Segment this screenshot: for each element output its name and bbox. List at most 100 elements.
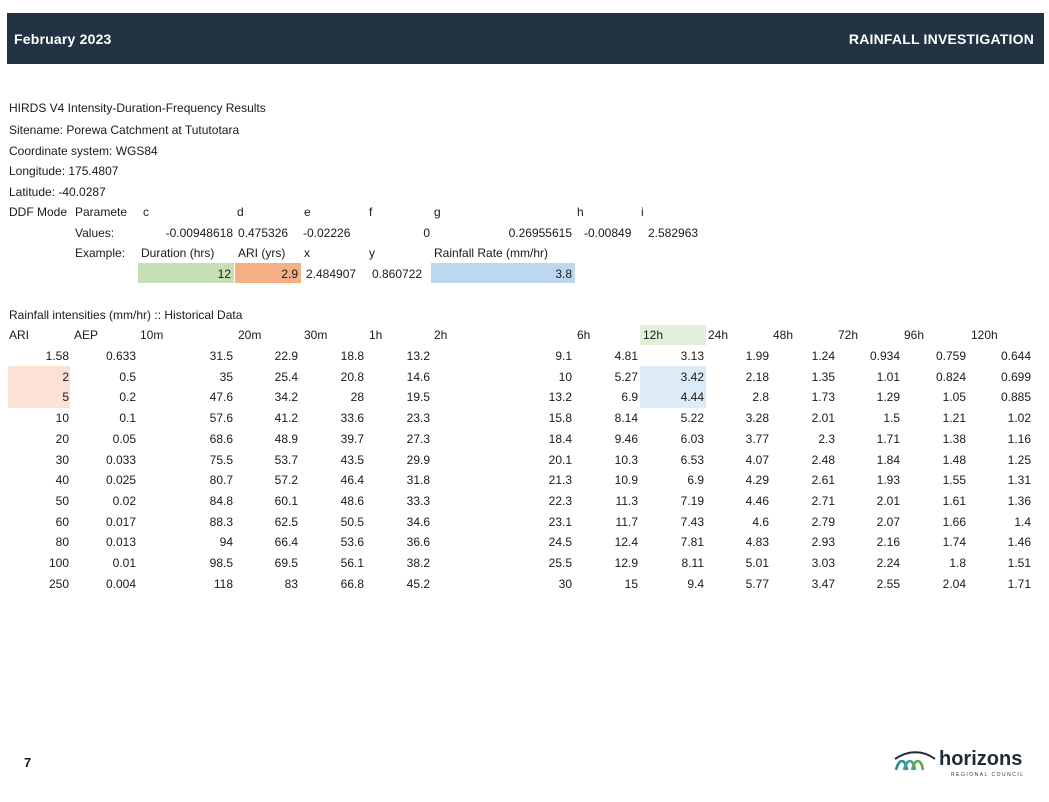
table-cell: 2.01 [811, 411, 835, 425]
ddf-param-e: e [304, 205, 311, 219]
table-cell: 1.58 [45, 349, 69, 363]
table-cell: 23.1 [548, 515, 572, 529]
table-cell: 41.2 [274, 411, 298, 425]
table-cell: 1.99 [745, 349, 769, 363]
table-cell: 3.47 [811, 577, 835, 591]
table-cell: 3.28 [745, 411, 769, 425]
table-cell: 66.4 [274, 535, 298, 549]
table-cell: 60 [55, 515, 69, 529]
table-cell: 29.9 [406, 453, 430, 467]
table-cell: 3.13 [680, 349, 704, 363]
table-cell: 6.9 [687, 473, 704, 487]
table-cell: 0.759 [935, 349, 966, 363]
table-cell: 3.03 [811, 556, 835, 570]
table-cell: 2.18 [745, 370, 769, 384]
table-cell: 1.05 [942, 390, 966, 404]
horizons-waves-logo-icon [894, 751, 936, 771]
info-latitude: Latitude: -40.0287 [9, 185, 106, 199]
table-cell: 1.61 [942, 494, 966, 508]
table-cell: 46.4 [340, 473, 364, 487]
ddf-value-g: 0.26955615 [508, 226, 572, 240]
table-cell: 53.6 [340, 535, 364, 549]
ddf-param-h: h [577, 205, 584, 219]
page-number: 7 [24, 755, 32, 770]
table-cell: 0.5 [119, 370, 136, 384]
table-cell: 39.7 [340, 432, 364, 446]
table-cell: 84.8 [209, 494, 233, 508]
column-header-aep: AEP [74, 328, 99, 342]
table-cell: 1.24 [811, 349, 835, 363]
table-cell: 0.824 [935, 370, 966, 384]
table-cell: 80 [55, 535, 69, 549]
table-cell: 22.3 [548, 494, 572, 508]
example-header-ari: ARI (yrs) [238, 246, 286, 260]
table-cell: 4.44 [680, 390, 704, 404]
table-cell: 0.2 [119, 390, 136, 404]
table-cell: 2.01 [876, 494, 900, 508]
example-x-value: 2.484907 [306, 267, 357, 281]
example-y-value: 0.860722 [372, 267, 423, 281]
example-header-y: y [369, 246, 375, 260]
table-cell: 12.9 [614, 556, 638, 570]
ddf-param-i: i [641, 205, 644, 219]
table-cell: 0.699 [1000, 370, 1031, 384]
ddf-value-c: -0.00948618 [165, 226, 233, 240]
table-cell: 2.3 [818, 432, 835, 446]
table-cell: 0.633 [105, 349, 136, 363]
table-cell: 50 [55, 494, 69, 508]
table-cell: 1.51 [1007, 556, 1031, 570]
table-cell: 69.5 [274, 556, 298, 570]
ari-highlight [8, 366, 70, 408]
column-header-30m: 30m [304, 328, 328, 342]
table-cell: 24.5 [548, 535, 572, 549]
table-cell: 2.04 [942, 577, 966, 591]
table-cell: 0.013 [105, 535, 136, 549]
table-cell: 23.3 [406, 411, 430, 425]
table-cell: 4.07 [745, 453, 769, 467]
table-cell: 13.2 [548, 390, 572, 404]
example-duration-value: 12 [217, 267, 231, 281]
table-cell: 9.46 [614, 432, 638, 446]
ddf-param-label: Paramete [75, 205, 128, 219]
table-cell: 9.1 [555, 349, 572, 363]
ddf-example-label: Example: [75, 246, 126, 260]
table-cell: 34.6 [406, 515, 430, 529]
table-cell: 27.3 [406, 432, 430, 446]
ddf-value-h: -0.00849 [584, 226, 632, 240]
table-cell: 30 [55, 453, 69, 467]
example-duration-highlight [138, 263, 234, 283]
table-cell: 0.02 [112, 494, 136, 508]
table-cell: 2.16 [876, 535, 900, 549]
info-coordinate-system: Coordinate system: WGS84 [9, 144, 158, 158]
ddf-value-d: 0.475326 [238, 226, 289, 240]
table-cell: 36.6 [406, 535, 430, 549]
table-cell: 10 [55, 411, 69, 425]
example-header-duration: Duration (hrs) [141, 246, 215, 260]
intensities-title: Rainfall intensities (mm/hr) :: Historic… [9, 308, 243, 322]
table-cell: 5.77 [745, 577, 769, 591]
column-header-10m: 10m [140, 328, 164, 342]
example-header-rainfall-rate: Rainfall Rate (mm/hr) [434, 246, 549, 260]
table-cell: 10.3 [614, 453, 638, 467]
table-cell: 31.8 [406, 473, 430, 487]
table-cell: 1.74 [942, 535, 966, 549]
table-cell: 1.16 [1007, 432, 1031, 446]
table-cell: 1.73 [811, 390, 835, 404]
table-cell: 62.5 [274, 515, 298, 529]
table-cell: 0.033 [105, 453, 136, 467]
table-cell: 43.5 [340, 453, 364, 467]
table-cell: 11.7 [615, 515, 638, 529]
table-cell: 15 [624, 577, 638, 591]
table-cell: 6.53 [680, 453, 704, 467]
example-header-x: x [304, 246, 310, 260]
table-cell: 5.01 [745, 556, 769, 570]
table-cell: 33.3 [406, 494, 430, 508]
table-cell: 15.8 [548, 411, 572, 425]
table-cell: 1.55 [942, 473, 966, 487]
table-cell: 0.05 [112, 432, 136, 446]
column-header-2h: 2h [434, 328, 448, 342]
logo-wordmark: horizons [939, 748, 1023, 770]
table-cell: 47.6 [209, 390, 233, 404]
table-cell: 75.5 [209, 453, 233, 467]
table-cell: 5.27 [614, 370, 638, 384]
